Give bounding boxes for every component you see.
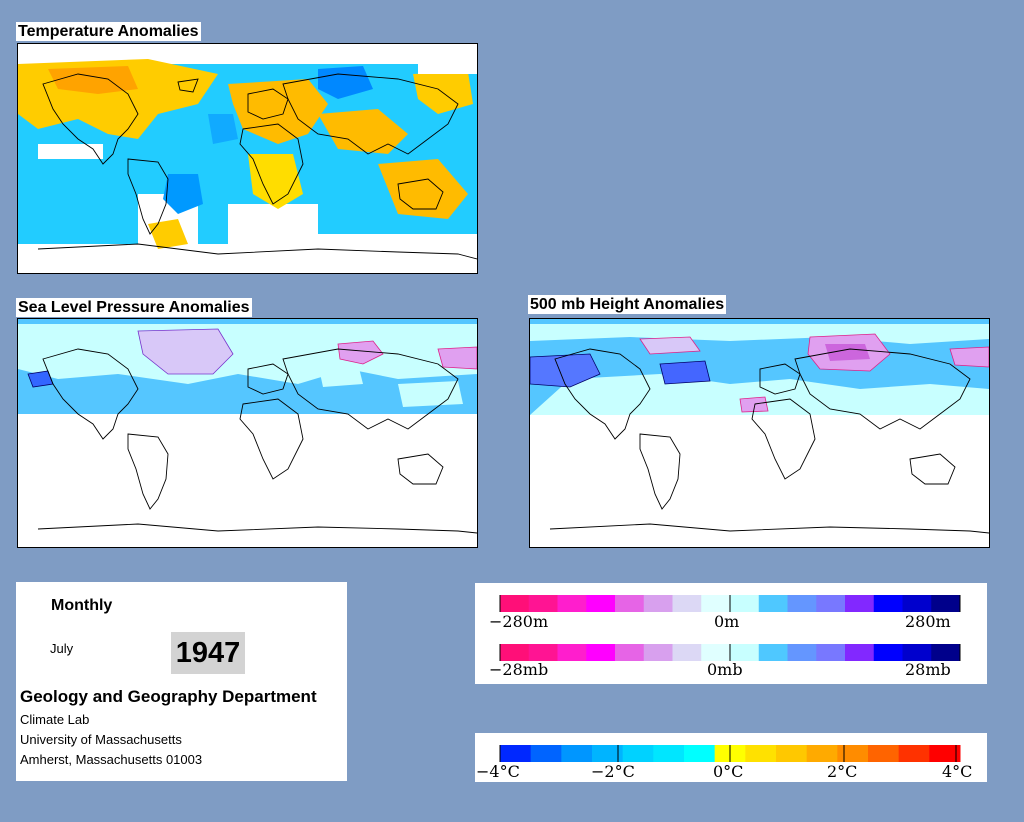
temp-label-plus2: 2°C <box>827 762 858 781</box>
height-zero-label: 0m <box>714 612 740 631</box>
colorbar-swatch <box>837 745 869 762</box>
temperature-legend: −4°C −2°C 0°C 2°C 4°C <box>475 733 987 782</box>
colorbar-swatch <box>528 595 558 612</box>
colorbar-swatch <box>745 745 777 762</box>
colorbar-swatch <box>615 644 645 661</box>
colorbar-swatch <box>776 745 808 762</box>
height-colorbar <box>499 595 961 612</box>
colorbar-swatch <box>929 745 961 762</box>
pressure-min-label: −28mb <box>489 660 549 679</box>
month-label: July <box>50 641 74 656</box>
colorbar-swatch <box>902 595 932 612</box>
colorbar-swatch <box>701 644 731 661</box>
colorbar-swatch <box>528 644 558 661</box>
pressure-colorbar <box>499 644 961 661</box>
colorbar-swatch <box>672 595 702 612</box>
colorbar-swatch <box>586 595 616 612</box>
colorbar-swatch <box>758 595 788 612</box>
colorbar-swatch <box>643 644 673 661</box>
colorbar-swatch <box>730 595 760 612</box>
pressure-zero-label: 0mb <box>707 660 743 679</box>
colorbar-swatch <box>845 595 875 612</box>
pressure-max-label: 28mb <box>905 660 951 679</box>
colorbar-swatch <box>816 595 846 612</box>
colorbar-swatch <box>586 644 616 661</box>
temp-label-plus4: 4°C <box>942 762 973 781</box>
university-name: University of Massachusetts <box>20 732 182 747</box>
colorbar-swatch <box>557 644 587 661</box>
colorbar-swatch <box>615 595 645 612</box>
temperature-anomaly-map <box>17 43 478 274</box>
colorbar-swatch <box>622 745 654 762</box>
colorbar-swatch <box>868 745 900 762</box>
temp-label-zero: 0°C <box>713 762 744 781</box>
colorbar-swatch <box>931 644 961 661</box>
colorbar-swatch <box>684 745 716 762</box>
colorbar-swatch <box>500 644 530 661</box>
year-display: 1947 <box>171 632 245 674</box>
colorbar-swatch <box>787 644 817 661</box>
temperature-map-title: Temperature Anomalies <box>16 22 201 41</box>
colorbar-swatch <box>653 745 685 762</box>
height-pressure-legend: −280m 0m 280m −28mb 0mb 28mb <box>475 583 987 684</box>
temp-label-minus2: −2°C <box>591 762 635 781</box>
colorbar-swatch <box>898 745 930 762</box>
colorbar-swatch <box>701 595 731 612</box>
temperature-colorbar <box>499 745 961 762</box>
colorbar-swatch <box>873 595 903 612</box>
colorbar-swatch <box>672 644 702 661</box>
colorbar-swatch <box>500 745 532 762</box>
colorbar-swatch <box>730 644 760 661</box>
height500-anomaly-map <box>529 318 990 548</box>
height-min-label: −280m <box>489 612 549 631</box>
address-line: Amherst, Massachusetts 01003 <box>20 752 203 767</box>
period-label: Monthly <box>51 597 113 614</box>
colorbar-swatch <box>816 644 846 661</box>
colorbar-swatch <box>806 745 838 762</box>
slp-anomaly-map <box>17 318 478 548</box>
colorbar-swatch <box>530 745 562 762</box>
colorbar-swatch <box>561 745 593 762</box>
colorbar-swatch <box>592 745 624 762</box>
colorbar-swatch <box>787 595 817 612</box>
colorbar-swatch <box>873 644 903 661</box>
height-max-label: 280m <box>905 612 951 631</box>
temp-label-minus4: −4°C <box>476 762 520 781</box>
slp-map-title: Sea Level Pressure Anomalies <box>16 298 252 317</box>
height500-map-title: 500 mb Height Anomalies <box>528 295 727 314</box>
colorbar-swatch <box>557 595 587 612</box>
colorbar-swatch <box>643 595 673 612</box>
colorbar-swatch <box>758 644 788 661</box>
colorbar-swatch <box>500 595 530 612</box>
lab-name: Climate Lab <box>20 712 90 727</box>
info-panel: Monthly July 1947 Geology and Geography … <box>16 582 347 781</box>
colorbar-swatch <box>931 595 961 612</box>
department-name: Geology and Geography Department <box>20 687 317 706</box>
colorbar-swatch <box>902 644 932 661</box>
colorbar-swatch <box>845 644 875 661</box>
